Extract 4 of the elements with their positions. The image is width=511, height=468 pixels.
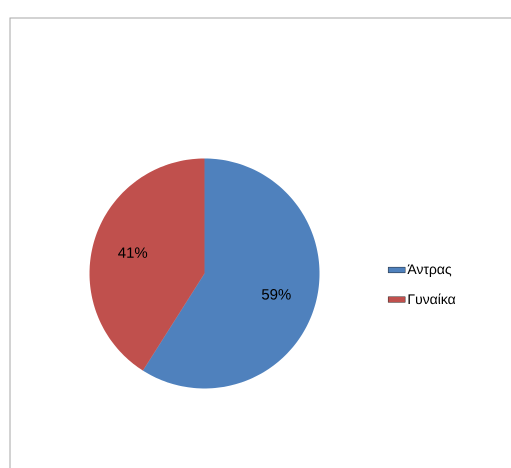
legend-label: Άντρας (407, 264, 452, 277)
legend-label: Γυναίκα (408, 294, 456, 304)
data-label: 41% (118, 247, 148, 258)
data-label: 59% (262, 289, 291, 300)
